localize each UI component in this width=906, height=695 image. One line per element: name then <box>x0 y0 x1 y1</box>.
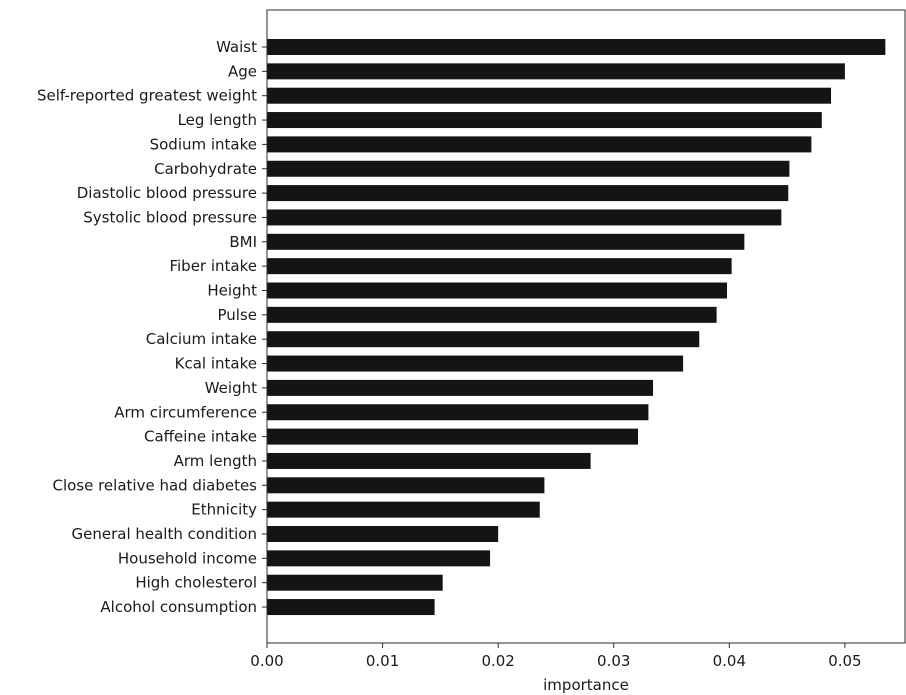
category-label: Arm circumference <box>114 403 257 421</box>
bar <box>267 160 790 177</box>
category-label: Systolic blood pressure <box>83 208 257 226</box>
bar <box>267 428 639 445</box>
bar <box>267 379 654 396</box>
category-label: High cholesterol <box>135 574 257 592</box>
bar <box>267 477 545 494</box>
bar <box>267 501 540 518</box>
category-label: Waist <box>216 38 257 56</box>
category-label: Ethnicity <box>191 501 257 519</box>
category-label: Diastolic blood pressure <box>77 184 257 202</box>
x-tick-label: 0.00 <box>250 652 283 670</box>
bar <box>267 258 732 275</box>
bar <box>267 331 700 348</box>
bar <box>267 574 443 591</box>
bar <box>267 599 435 616</box>
category-label: Calcium intake <box>146 330 257 348</box>
bars-group <box>267 39 886 616</box>
bar <box>267 404 649 421</box>
x-tick-label: 0.02 <box>481 652 514 670</box>
bar <box>267 39 886 55</box>
x-tick-label: 0.03 <box>597 652 630 670</box>
x-tick-label: 0.04 <box>713 652 746 670</box>
bar <box>267 87 832 104</box>
bar <box>267 136 812 153</box>
category-label: Weight <box>205 379 257 397</box>
bar <box>267 550 491 567</box>
bar <box>267 233 745 250</box>
category-label: Close relative had diabetes <box>52 476 257 494</box>
category-label: Fiber intake <box>169 257 257 275</box>
bar <box>267 282 728 299</box>
category-label: Carbohydrate <box>154 160 257 178</box>
bar <box>267 355 684 372</box>
category-label: Pulse <box>218 306 258 324</box>
category-label: Household income <box>118 549 257 567</box>
category-labels: Waist Age Self-reported greatest weight Leg… <box>37 38 267 616</box>
bar <box>267 112 822 129</box>
bar <box>267 526 499 542</box>
x-axis-ticks: 0.00 0.01 0.02 0.03 0.04 0.05 <box>250 643 862 670</box>
category-label: BMI <box>229 233 257 251</box>
bar <box>267 306 717 323</box>
category-label: Arm length <box>174 452 257 470</box>
category-label: Height <box>207 282 257 300</box>
x-tick-label: 0.01 <box>366 652 399 670</box>
category-label: Kcal intake <box>175 355 257 373</box>
category-label: Caffeine intake <box>144 428 257 446</box>
x-tick-label: 0.05 <box>828 652 861 670</box>
category-label: General health condition <box>72 525 258 543</box>
x-axis-label: importance <box>543 676 629 694</box>
category-label: Leg length <box>178 111 257 129</box>
category-label: Self-reported greatest weight <box>37 87 257 105</box>
bar <box>267 63 845 80</box>
category-label: Alcohol consumption <box>100 598 257 616</box>
bar <box>267 209 782 226</box>
category-label: Sodium intake <box>150 135 257 153</box>
bar <box>267 452 591 469</box>
category-label: Age <box>228 62 257 80</box>
plot-frame <box>266 9 906 644</box>
bar <box>267 185 789 202</box>
